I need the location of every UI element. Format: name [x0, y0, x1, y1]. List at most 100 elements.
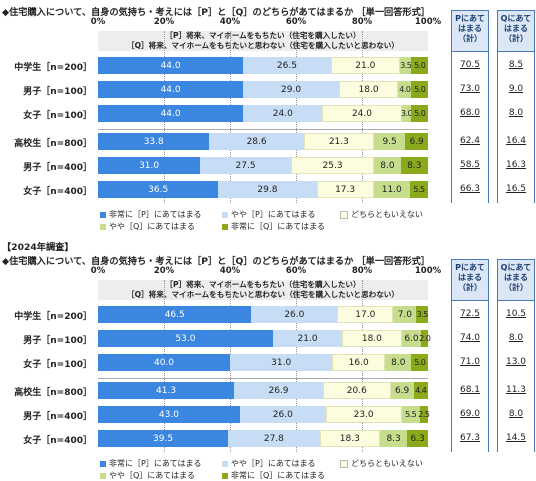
q-total-value: 9.0	[508, 84, 524, 94]
legend-label: 非常に［P］にあてはまる	[109, 210, 202, 219]
q-total-value: 8.0	[508, 409, 524, 419]
bar-segment: 6.9	[405, 133, 429, 150]
bar-segment: 53.0	[98, 330, 273, 347]
p-total-value: 69.0	[459, 409, 481, 419]
stacked-bar: 44.0 29.0 18.0 4.0 5.0	[98, 81, 428, 98]
legend-swatch	[222, 211, 228, 218]
bar-segment: 3.0	[400, 105, 413, 122]
pq-statement-box: ［P］将来、マイホームをもちたい（住宅を購入したい） ［Q］将来、マイホームをもち…	[98, 280, 428, 300]
row-label: 男子［n=100］	[23, 336, 92, 346]
column-border	[488, 301, 489, 452]
legend-swatch	[100, 472, 106, 479]
data-label: 27.5	[235, 160, 256, 171]
p-total-value: 58.5	[459, 160, 481, 170]
bar-segment: 7.0	[393, 306, 417, 323]
row-label: 女子［n=100］	[23, 111, 92, 121]
bar-segment: 33.8	[98, 133, 210, 150]
q-total-value: 8.0	[508, 108, 524, 118]
legend-swatch	[100, 460, 106, 467]
p-total-header-line: Pにあて	[455, 14, 485, 23]
x-tick-label: 0%	[90, 266, 106, 276]
bar-segment: 17.0	[337, 306, 394, 323]
q-total-header-line: Qにあて	[500, 14, 532, 23]
legend-item: やや［P］にあてはまる	[222, 458, 316, 469]
stacked-bar: 40.0 31.0 16.0 8.0 5.0	[98, 354, 428, 371]
legend-label: やや［Q］にあてはまる	[109, 222, 195, 231]
bar-segment: 11.0	[373, 181, 410, 198]
legend-swatch	[100, 223, 106, 230]
legend-swatch	[222, 460, 228, 467]
bar-segment: 3.5	[399, 57, 412, 74]
group-separator	[98, 129, 428, 130]
bar-segment: 21.0	[330, 57, 400, 74]
q-statement: ［Q］将来、マイホームをもちたいと思わない（住宅を購入したいと思わない）	[126, 290, 399, 299]
q-total-header-line: はまる	[504, 24, 528, 33]
p-total-value: 68.0	[459, 108, 481, 118]
bar-segment: 43.0	[98, 406, 240, 423]
data-label: 31.0	[271, 357, 292, 368]
data-label: 26.0	[284, 309, 305, 320]
data-label: 44.0	[160, 60, 181, 71]
bar-segment: 8.0	[385, 354, 412, 371]
data-label: 17.3	[335, 184, 356, 195]
data-label: 5.5	[413, 185, 425, 194]
data-label: 6.3	[410, 433, 425, 444]
x-tick-label: 20%	[153, 266, 175, 276]
data-label: 5.0	[414, 61, 426, 70]
column-border	[534, 301, 535, 452]
data-label: 53.0	[175, 333, 196, 344]
p-total-header-line: はまる	[458, 273, 482, 282]
data-label: 6.9	[409, 136, 424, 147]
q-total-value: 10.5	[505, 309, 527, 319]
bar-segment: 18.0	[338, 81, 399, 98]
row-label: 女子［n=400］	[23, 436, 92, 446]
bar-segment: 16.0	[332, 354, 386, 371]
legend-item: やや［Q］にあてはまる	[100, 221, 195, 232]
q-total-header-line: Qにあて	[500, 263, 532, 272]
bar-segment: 44.0	[98, 81, 244, 98]
p-total-value: 67.3	[459, 433, 481, 443]
bar-segment: 29.0	[243, 81, 339, 98]
bar-segment: 21.3	[303, 133, 374, 150]
q-total-header: Qにあて はまる （計）	[497, 259, 535, 301]
bar-segment: 4.4	[413, 382, 428, 399]
column-border	[497, 301, 498, 452]
bar-segment: 6.3	[407, 430, 429, 447]
row-label: 高校生［n=800］	[14, 388, 92, 398]
data-label: 18.3	[339, 433, 360, 444]
legend-label: やや［P］にあてはまる	[231, 459, 316, 468]
legend-item: どちらともいえない	[340, 209, 423, 220]
stacked-bar: 46.5 26.0 17.0 7.0 3.5	[98, 306, 428, 323]
q-total-value: 11.3	[505, 385, 527, 395]
data-label: 26.5	[276, 60, 297, 71]
bar-segment: 18.0	[342, 330, 402, 347]
data-label: 3.5	[400, 61, 412, 70]
legend-label: 非常に［P］にあてはまる	[109, 459, 202, 468]
data-label: 44.0	[160, 84, 181, 95]
legend-item: 非常に［P］にあてはまる	[100, 458, 202, 469]
q-total-value: 16.4	[505, 136, 527, 146]
x-tick-label: 80%	[351, 17, 373, 27]
data-label: 2.5	[418, 410, 430, 419]
bar-segment: 26.0	[239, 406, 326, 423]
bar-segment: 21.0	[272, 330, 343, 347]
bar-segment: 26.9	[234, 382, 323, 399]
bar-segment: 5.5	[401, 406, 420, 423]
bar-segment: 36.5	[98, 181, 219, 198]
data-label: 23.0	[353, 409, 374, 420]
bar-segment: 40.0	[98, 354, 230, 371]
data-label: 9.5	[382, 136, 397, 147]
data-label: 6.0	[404, 333, 419, 344]
p-total-header-line: はまる	[458, 24, 482, 33]
p-total-header: Pにあて はまる （計）	[451, 10, 489, 52]
bar-segment: 28.6	[209, 133, 304, 150]
p-total-value: 74.0	[459, 333, 481, 343]
survey-year-label: 【2024年調査】	[2, 242, 74, 253]
row-label: 男子［n=400］	[23, 412, 92, 422]
data-label: 16.0	[348, 357, 369, 368]
stacked-bar: 33.8 28.6 21.3 9.5 6.9	[98, 133, 429, 150]
data-label: 3.0	[400, 109, 413, 118]
bar-segment: 44.0	[98, 57, 244, 74]
bar-segment: 26.5	[243, 57, 331, 74]
x-tick-label: 100%	[414, 17, 442, 27]
